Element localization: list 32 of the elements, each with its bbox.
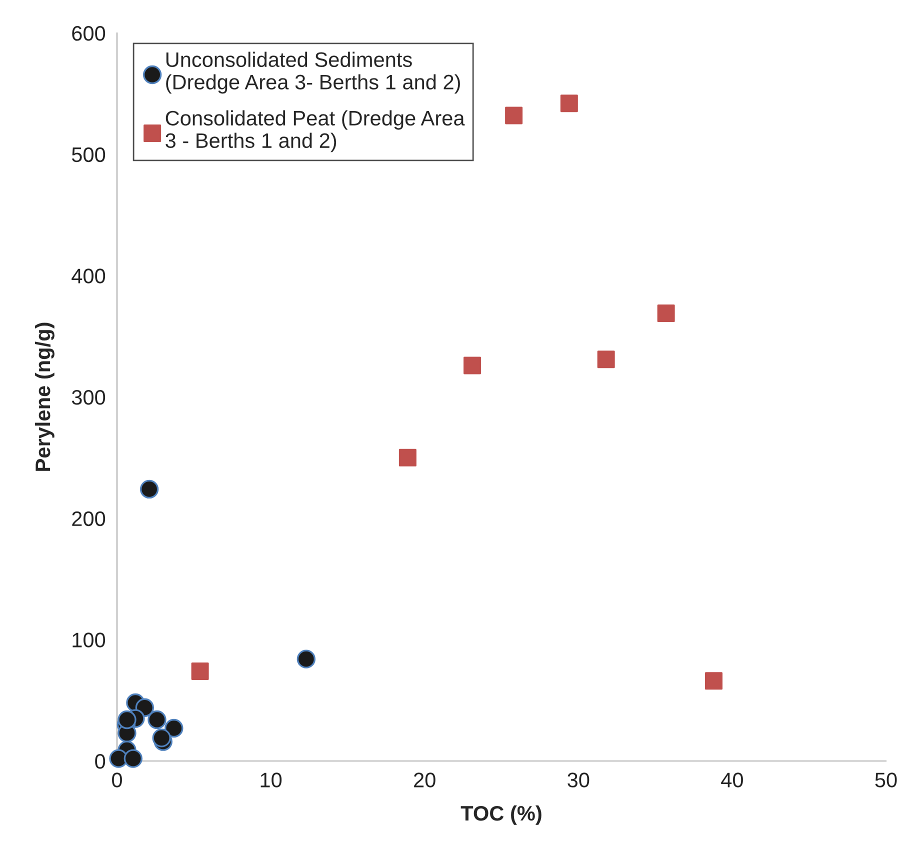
point: [148, 710, 166, 730]
point: [704, 672, 722, 690]
x-tick-label: 20: [414, 772, 436, 788]
point: [657, 304, 675, 322]
x-tick-label: 0: [112, 772, 122, 788]
legend-label: Unconsolidated Sediments (Dredge Area 3- Berths 1 and 2): [166, 52, 460, 94]
x-axis-title: TOC (%): [460, 805, 542, 825]
point: [560, 94, 578, 112]
point: [164, 718, 184, 738]
y-tick-label: 500: [72, 147, 106, 162]
point: [118, 710, 136, 730]
point: [140, 480, 159, 499]
x-tick-label: 40: [721, 772, 743, 788]
y-tick-label: 100: [72, 632, 106, 648]
x-tick-label: 10: [260, 772, 282, 788]
y-tick-label: 600: [72, 26, 106, 41]
point: [152, 728, 171, 748]
x-tick-label: 50: [875, 772, 897, 788]
legend-label: Consolidated Peat (Dredge Area 3 - Berths 1 and 2): [166, 110, 465, 152]
point: [124, 749, 142, 768]
point: [464, 356, 482, 374]
point: [505, 106, 523, 124]
y-tick-label: 400: [72, 268, 106, 284]
y-axis-title: Perylene (ng/g): [34, 322, 54, 471]
y-tick-label: 300: [72, 390, 106, 405]
y-tick-label: 200: [72, 511, 106, 526]
point: [191, 662, 209, 680]
y-tick-label: 0: [95, 754, 106, 769]
x-tick-label: 30: [568, 772, 590, 788]
point: [296, 650, 316, 668]
point: [398, 448, 416, 466]
point: [597, 350, 615, 368]
